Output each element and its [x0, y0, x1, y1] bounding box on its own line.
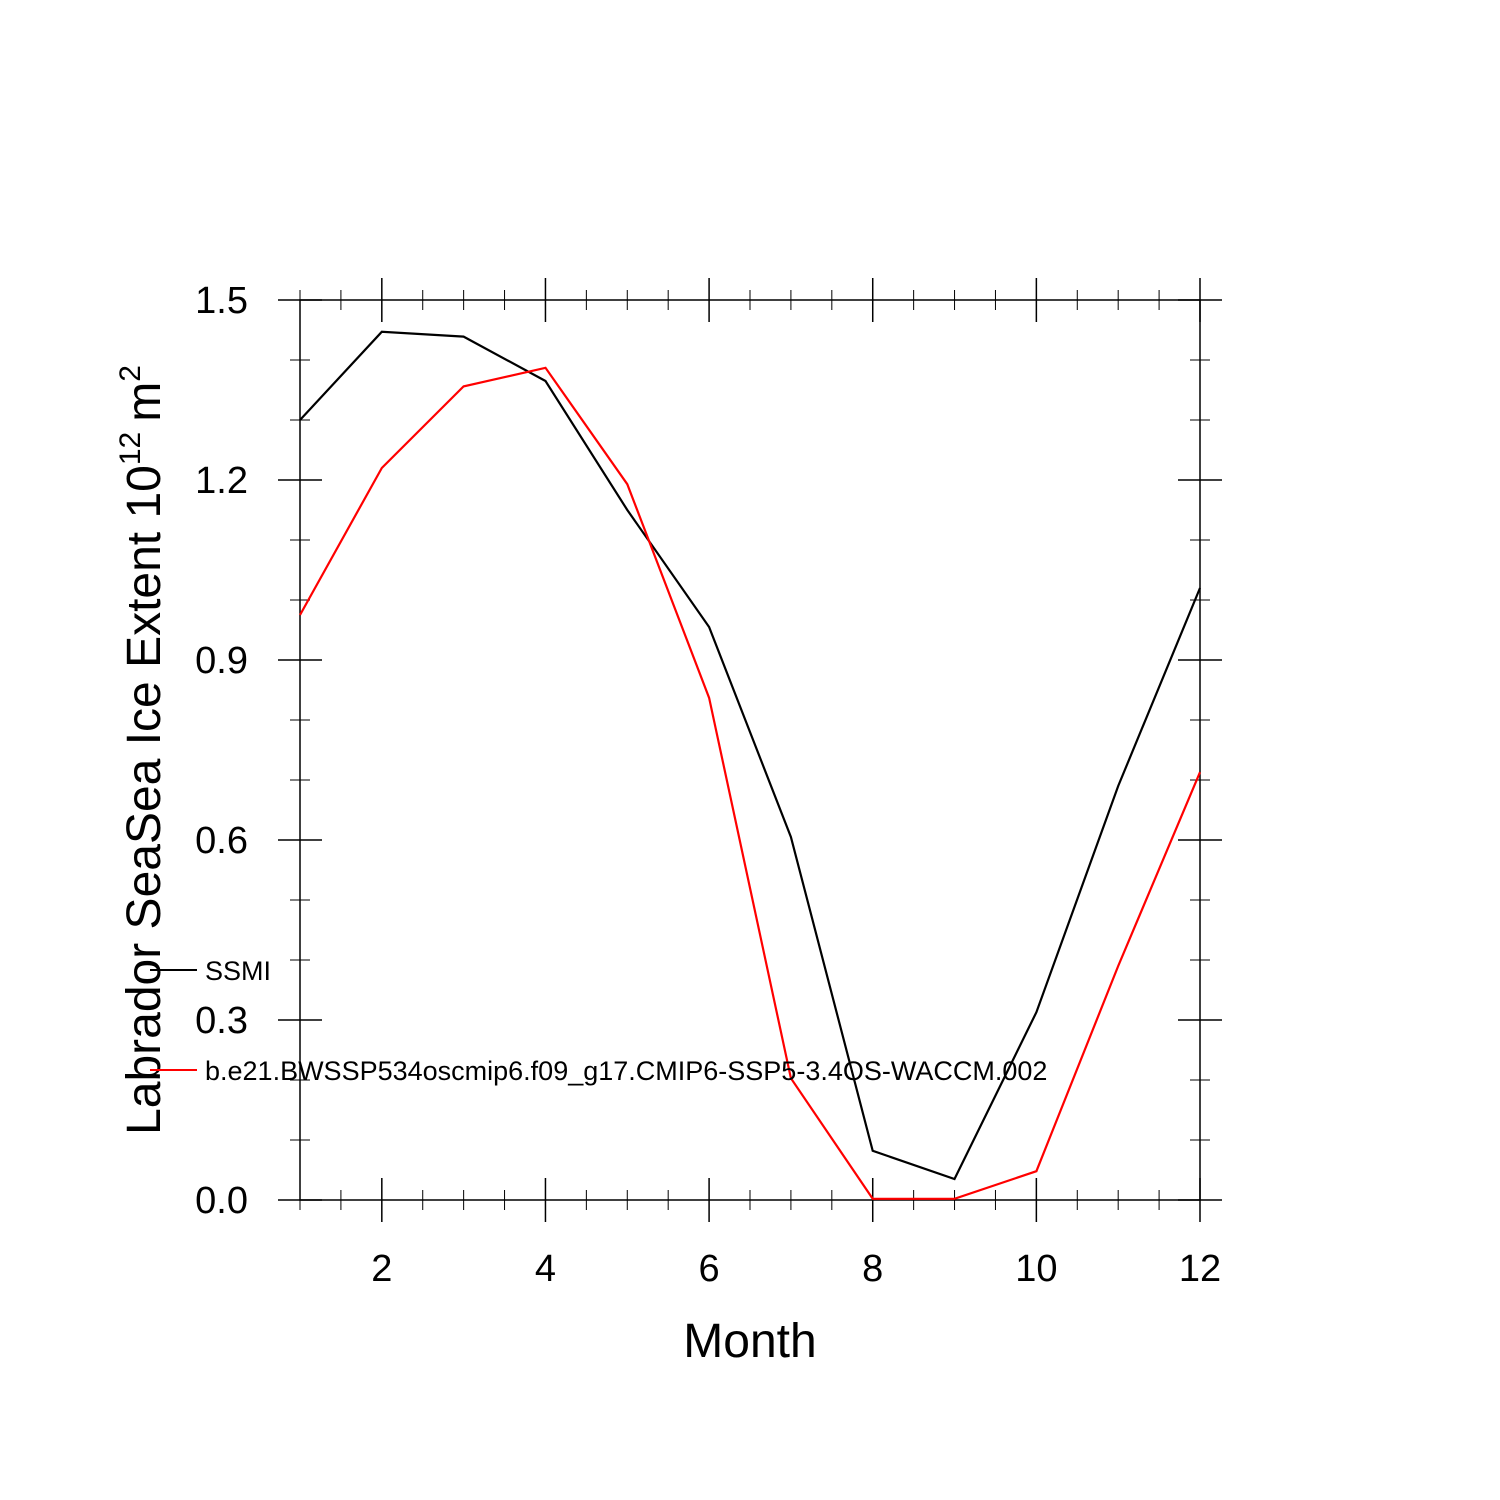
x-tick-label: 10	[1015, 1248, 1057, 1290]
legend-label-model: b.e21.BWSSP534oscmip6.f09_g17.CMIP6-SSP5…	[205, 1056, 1047, 1086]
y-axis-title-exponent: 12	[114, 432, 147, 465]
x-tick-label: 6	[699, 1248, 720, 1290]
x-tick-label: 2	[371, 1248, 392, 1290]
y-tick-label: 1.2	[195, 460, 248, 502]
y-tick-label: 1.5	[195, 280, 248, 322]
x-tick-label: 8	[862, 1248, 883, 1290]
y-tick-label: 0.9	[195, 640, 248, 682]
x-axis-title: Month	[683, 1315, 816, 1368]
axis-ticks	[278, 278, 1222, 1222]
legend-label-ssmi: SSMI	[205, 956, 271, 986]
y-tick-label: 0.3	[195, 1000, 248, 1042]
y-axis-title-unit-exponent: 2	[114, 365, 147, 382]
y-tick-label: 0.6	[195, 820, 248, 862]
series-line-ssmi	[299, 330, 1202, 1181]
x-tick-label: 4	[535, 1248, 556, 1290]
y-axis-title-unit: m	[118, 382, 171, 422]
y-axis-title-main: Labrador SeaSea Ice Extent 10	[118, 465, 171, 1135]
x-tick-label: 12	[1179, 1248, 1221, 1290]
y-tick-label: 0.0	[195, 1180, 248, 1222]
axis-tick-labels: 2 4 6 8 10 12 0.0 0.3 0.6 0.9 1.2 1.5	[195, 280, 1221, 1290]
series-line-model	[299, 366, 1202, 1200]
series-lines	[299, 330, 1202, 1200]
legend: SSMI b.e21.BWSSP534oscmip6.f09_g17.CMIP6…	[150, 956, 1047, 1086]
y-axis-title: Labrador SeaSea Ice Extent 1012 m2	[114, 365, 171, 1135]
